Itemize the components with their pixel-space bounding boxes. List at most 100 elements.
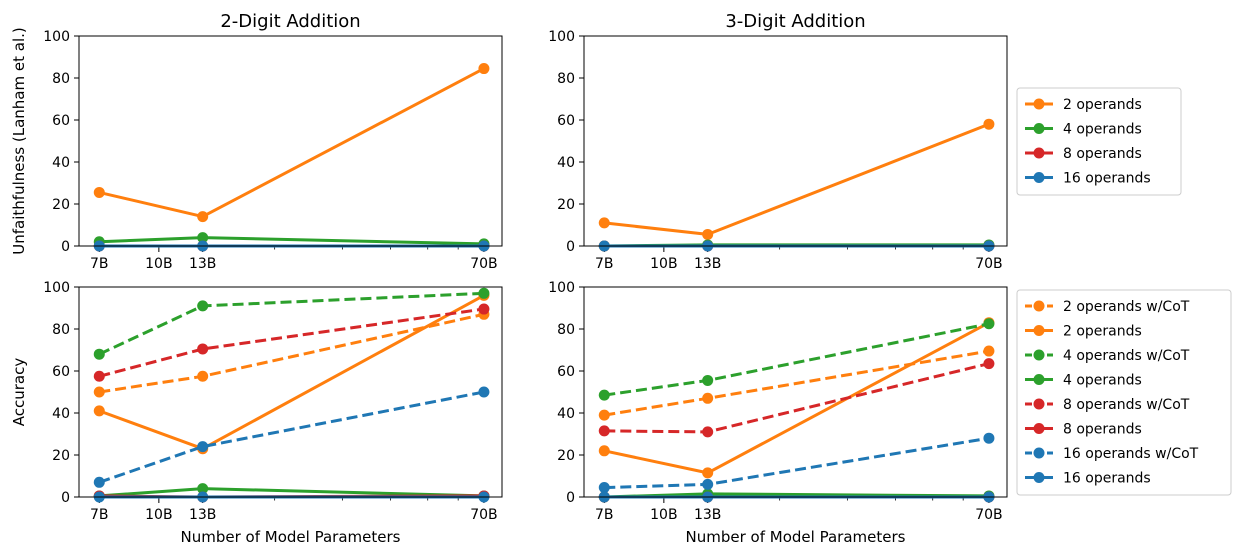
y-tick-label: 0 bbox=[61, 239, 70, 255]
legend-marker bbox=[1033, 472, 1045, 483]
data-point bbox=[197, 343, 209, 355]
data-point bbox=[702, 374, 714, 386]
y-tick-label: 40 bbox=[52, 406, 70, 422]
legend-marker bbox=[1033, 172, 1045, 183]
chart-panel-1: 0 20 40 60 80 100 7B 10B 13B 70B 2-Digit Addition U… bbox=[10, 11, 503, 272]
legend-label: 2 operands bbox=[1063, 324, 1142, 340]
data-point bbox=[197, 300, 209, 312]
y-tick-label: 80 bbox=[557, 322, 575, 338]
x-tick-label: 10B bbox=[650, 507, 677, 523]
chart-panel-2: 0 20 40 60 80 100 7B 10B 13B 70B 3-Digit Addition bbox=[548, 11, 1008, 272]
x-axis-label: Number of Model Parameters bbox=[686, 528, 906, 546]
y-tick-label: 80 bbox=[557, 71, 575, 87]
y-tick-label: 40 bbox=[52, 155, 70, 171]
legend-label: 16 operands w/CoT bbox=[1063, 446, 1199, 462]
data-point bbox=[197, 483, 209, 495]
legend-marker bbox=[1033, 447, 1045, 459]
axes-frame bbox=[583, 35, 1008, 247]
legend-label: 8 operands bbox=[1063, 146, 1142, 162]
x-tick-label: 10B bbox=[145, 507, 172, 523]
y-tick-label: 60 bbox=[52, 364, 70, 380]
data-point bbox=[478, 303, 490, 315]
data-point bbox=[702, 467, 714, 479]
plot-area bbox=[79, 36, 502, 246]
legend-frame bbox=[1016, 289, 1232, 496]
x-tick-label: 7B bbox=[595, 507, 614, 523]
data-point bbox=[478, 386, 490, 398]
legend-label: 8 operands w/CoT bbox=[1063, 397, 1190, 413]
data-point bbox=[702, 478, 714, 490]
y-tick-label: 60 bbox=[557, 364, 575, 380]
axes-frame bbox=[78, 35, 503, 247]
y-tick-label: 20 bbox=[557, 448, 575, 464]
data-point bbox=[197, 232, 209, 244]
x-tick-label: 70B bbox=[975, 507, 1002, 523]
data-point bbox=[983, 358, 995, 370]
legend-label: 16 operands bbox=[1063, 171, 1151, 187]
legend-marker bbox=[1033, 349, 1045, 361]
data-point bbox=[93, 476, 105, 488]
data-point bbox=[702, 392, 714, 404]
data-point bbox=[983, 345, 995, 357]
x-tick-label: 10B bbox=[145, 256, 172, 272]
data-point bbox=[197, 370, 209, 382]
plot-area bbox=[584, 287, 1007, 497]
data-point bbox=[598, 445, 610, 457]
data-point bbox=[598, 409, 610, 421]
data-point bbox=[598, 425, 610, 437]
y-tick-label: 20 bbox=[52, 448, 70, 464]
y-tick-label: 40 bbox=[557, 406, 575, 422]
x-tick-label: 70B bbox=[975, 256, 1002, 272]
x-tick-label: 10B bbox=[650, 256, 677, 272]
data-point bbox=[197, 211, 209, 223]
x-axis-label: Number of Model Parameters bbox=[181, 528, 401, 546]
x-tick-label: 13B bbox=[189, 256, 216, 272]
x-tick-label: 13B bbox=[189, 507, 216, 523]
legend-marker bbox=[1033, 147, 1045, 159]
x-tick-label: 13B bbox=[694, 507, 721, 523]
data-point bbox=[702, 228, 714, 240]
data-point bbox=[598, 217, 610, 229]
data-point bbox=[983, 432, 995, 444]
data-point bbox=[983, 318, 995, 330]
y-tick-label: 0 bbox=[566, 239, 575, 255]
data-point bbox=[983, 118, 995, 130]
y-tick-label: 20 bbox=[557, 197, 575, 213]
y-axis-label: Accuracy bbox=[10, 358, 28, 427]
legend-label: 2 operands w/CoT bbox=[1063, 299, 1190, 315]
legend-label: 8 operands bbox=[1063, 422, 1142, 438]
x-tick-label: 70B bbox=[470, 507, 497, 523]
axes-frame bbox=[78, 286, 503, 498]
y-tick-label: 100 bbox=[548, 29, 575, 45]
y-tick-label: 80 bbox=[52, 71, 70, 87]
data-point bbox=[478, 63, 490, 75]
chart-title: 2-Digit Addition bbox=[220, 11, 360, 32]
y-tick-label: 20 bbox=[52, 197, 70, 213]
plot-area bbox=[584, 36, 1007, 246]
x-tick-label: 13B bbox=[694, 256, 721, 272]
data-point bbox=[598, 482, 610, 494]
chart-panel-4: 0 20 40 60 80 100 7B 10B 13B 70B Number of Model P… bbox=[548, 280, 1008, 546]
legend-marker bbox=[1033, 325, 1045, 336]
legend-label: 4 operands w/CoT bbox=[1063, 348, 1190, 364]
x-tick-label: 70B bbox=[470, 256, 497, 272]
data-point bbox=[197, 441, 209, 453]
legend-frame bbox=[1016, 87, 1182, 196]
data-point bbox=[93, 370, 105, 382]
data-point bbox=[93, 186, 105, 198]
y-tick-label: 40 bbox=[557, 155, 575, 171]
axes-frame bbox=[583, 286, 1008, 498]
legend-marker bbox=[1033, 98, 1045, 110]
y-tick-label: 100 bbox=[43, 280, 70, 296]
y-tick-label: 0 bbox=[61, 490, 70, 506]
legend-label: 4 operands bbox=[1063, 122, 1142, 138]
x-tick-label: 7B bbox=[595, 256, 614, 272]
chart-title: 3-Digit Addition bbox=[725, 11, 865, 32]
legend: 2 operands 4 operands 8 operands 16 operand… bbox=[1016, 87, 1182, 196]
y-tick-label: 60 bbox=[557, 113, 575, 129]
plot-area bbox=[79, 287, 502, 497]
data-point bbox=[93, 348, 105, 360]
legend-marker bbox=[1033, 423, 1045, 434]
y-axis-label: Unfaithfulness (Lanham et al.) bbox=[10, 27, 28, 254]
